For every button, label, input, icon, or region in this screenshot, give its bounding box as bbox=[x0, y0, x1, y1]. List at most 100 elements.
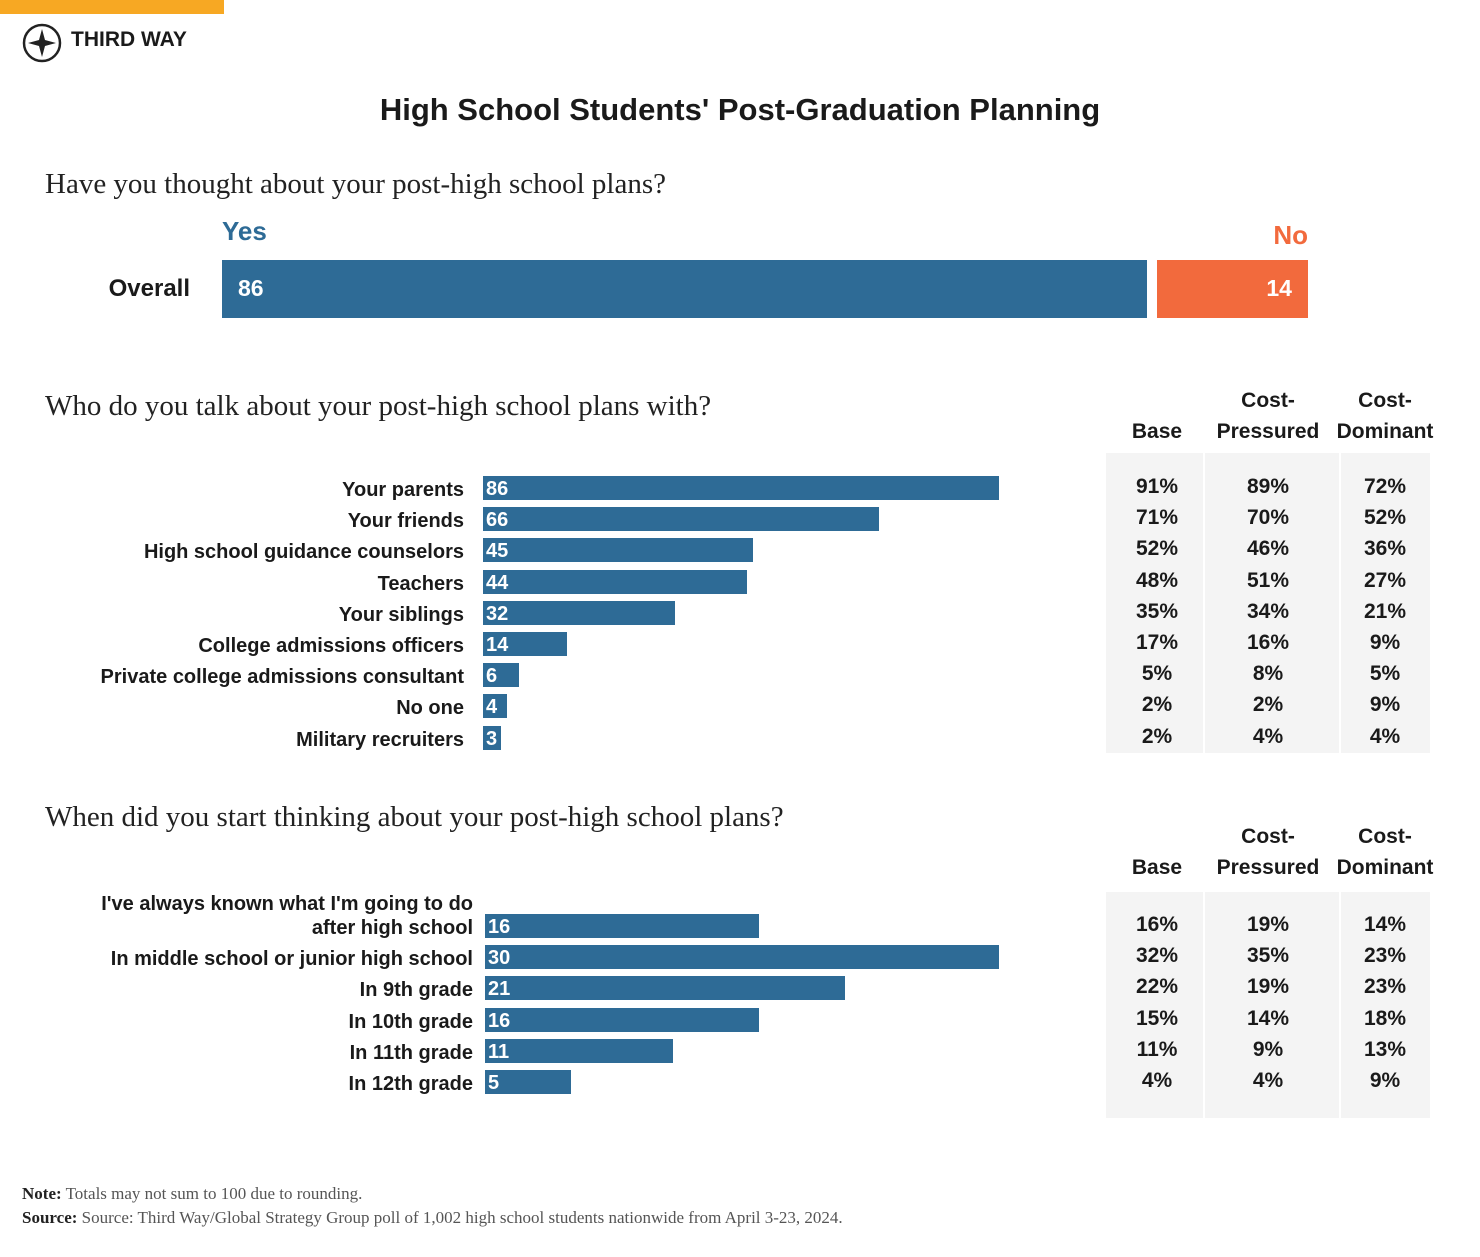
table-cell: 11% bbox=[1136, 1037, 1178, 1061]
table-cell: 4% bbox=[1252, 1069, 1284, 1092]
table-cell: 27% bbox=[1363, 568, 1407, 592]
bar-segment bbox=[222, 260, 1148, 318]
category-label: In 9th grade bbox=[359, 979, 473, 1002]
bar bbox=[483, 725, 501, 750]
note-label: Note: bbox=[22, 1184, 62, 1203]
column-header: Cost-Pressured bbox=[1216, 389, 1320, 443]
data-label: 86 bbox=[238, 275, 264, 301]
column-header: Base bbox=[1131, 856, 1183, 879]
column-header: Base bbox=[1131, 420, 1183, 443]
table-cell: 8% bbox=[1252, 662, 1284, 686]
table-cell: 4% bbox=[1141, 1069, 1173, 1092]
brand: THIRD WAY bbox=[71, 28, 187, 51]
table-divider bbox=[1203, 453, 1205, 753]
table-cell: 16% bbox=[1246, 631, 1290, 654]
table-cell: 2% bbox=[1141, 724, 1173, 748]
data-label: 66 bbox=[486, 509, 509, 532]
legend-label: Yes bbox=[222, 216, 267, 246]
category-label: Military recruiters bbox=[296, 728, 464, 751]
source: Source: Source: Third Way/Global Strateg… bbox=[22, 1208, 843, 1228]
bar bbox=[485, 1070, 571, 1094]
category-label: In 10th grade bbox=[348, 1010, 473, 1033]
table-cell: 48% bbox=[1135, 568, 1179, 592]
data-label: 16 bbox=[488, 1009, 511, 1032]
bar bbox=[485, 1007, 760, 1032]
data-label: 14 bbox=[1266, 275, 1292, 301]
category-label: Your siblings bbox=[338, 603, 464, 626]
bar bbox=[483, 538, 753, 563]
table-cell: 14% bbox=[1246, 1006, 1290, 1030]
question: When did you start thinking about your p… bbox=[45, 801, 784, 833]
table-cell: 52% bbox=[1363, 506, 1407, 530]
table-cell: 19% bbox=[1246, 975, 1290, 999]
table-cell: 9% bbox=[1252, 1037, 1284, 1061]
table-cell: 5% bbox=[1141, 662, 1173, 686]
category-label: I've always known what I'm going to do a… bbox=[101, 893, 473, 939]
table-cell: 23% bbox=[1363, 944, 1407, 968]
table-cell: 36% bbox=[1363, 537, 1407, 561]
bar bbox=[483, 569, 747, 594]
data-label: 4 bbox=[486, 696, 498, 719]
bar bbox=[483, 663, 519, 688]
table-cell: 52% bbox=[1135, 537, 1179, 561]
table-cell: 71% bbox=[1135, 506, 1179, 530]
table-cell: 46% bbox=[1246, 537, 1290, 561]
category-label: No one bbox=[396, 697, 464, 720]
table-cell: 9% bbox=[1369, 631, 1401, 654]
table-cell: 4% bbox=[1252, 724, 1284, 748]
table-cell: 19% bbox=[1246, 913, 1290, 936]
bar bbox=[483, 632, 567, 656]
table-cell: 16% bbox=[1135, 913, 1179, 936]
table-divider bbox=[1339, 892, 1341, 1118]
table-cell: 14% bbox=[1363, 913, 1407, 936]
data-label: 32 bbox=[486, 602, 509, 625]
bar bbox=[485, 914, 760, 938]
category-label: Teachers bbox=[377, 572, 464, 595]
bar bbox=[483, 694, 507, 719]
table-cell: 91% bbox=[1135, 475, 1179, 498]
table-cell: 4% bbox=[1369, 724, 1401, 748]
table-cell: 9% bbox=[1369, 693, 1401, 717]
table-cell: 89% bbox=[1246, 475, 1290, 498]
question: Have you thought about your post-high sc… bbox=[45, 168, 666, 200]
bar bbox=[485, 1038, 674, 1063]
category-label: Your parents bbox=[342, 479, 464, 501]
column-header: Cost-Dominant bbox=[1336, 389, 1434, 443]
table-divider bbox=[1203, 892, 1205, 1118]
table-cell: 32% bbox=[1135, 944, 1179, 968]
column-header: Cost-Pressured bbox=[1216, 825, 1320, 879]
table-cell: 23% bbox=[1363, 975, 1407, 999]
table-cell: 35% bbox=[1135, 599, 1179, 623]
table-cell: 2% bbox=[1252, 693, 1284, 717]
data-label: 6 bbox=[486, 665, 498, 688]
category-label: In 12th grade bbox=[348, 1073, 473, 1095]
data-label: 5 bbox=[488, 1072, 500, 1094]
table-bg bbox=[1106, 453, 1430, 753]
table-cell: 70% bbox=[1246, 506, 1290, 530]
data-label: 11 bbox=[488, 1040, 510, 1063]
note-text: Totals may not sum to 100 due to roundin… bbox=[65, 1184, 363, 1203]
bar bbox=[485, 945, 999, 970]
data-label: 21 bbox=[488, 978, 511, 1001]
table-cell: 13% bbox=[1363, 1037, 1407, 1061]
logo bbox=[22, 23, 62, 63]
legend-label: No bbox=[1273, 220, 1308, 250]
table-bg bbox=[1106, 892, 1430, 1118]
question: Who do you talk about your post-high sch… bbox=[45, 390, 712, 422]
bar bbox=[483, 507, 879, 532]
table-cell: 22% bbox=[1135, 975, 1179, 999]
table-cell: 5% bbox=[1369, 662, 1401, 686]
table-cell: 18% bbox=[1363, 1006, 1407, 1030]
category-label: High school guidance counselors bbox=[143, 541, 464, 564]
data-label: 30 bbox=[488, 947, 511, 970]
table-cell: 15% bbox=[1135, 1006, 1179, 1030]
bar-segment bbox=[1157, 260, 1308, 318]
bar bbox=[483, 600, 675, 625]
table-cell: 21% bbox=[1363, 599, 1407, 623]
category-label: In 11th grade bbox=[349, 1041, 473, 1064]
category-label: College admissions officers bbox=[198, 635, 464, 657]
note: Note: Totals may not sum to 100 due to r… bbox=[22, 1184, 362, 1204]
table-cell: 34% bbox=[1246, 599, 1290, 623]
table-cell: 9% bbox=[1369, 1069, 1401, 1092]
